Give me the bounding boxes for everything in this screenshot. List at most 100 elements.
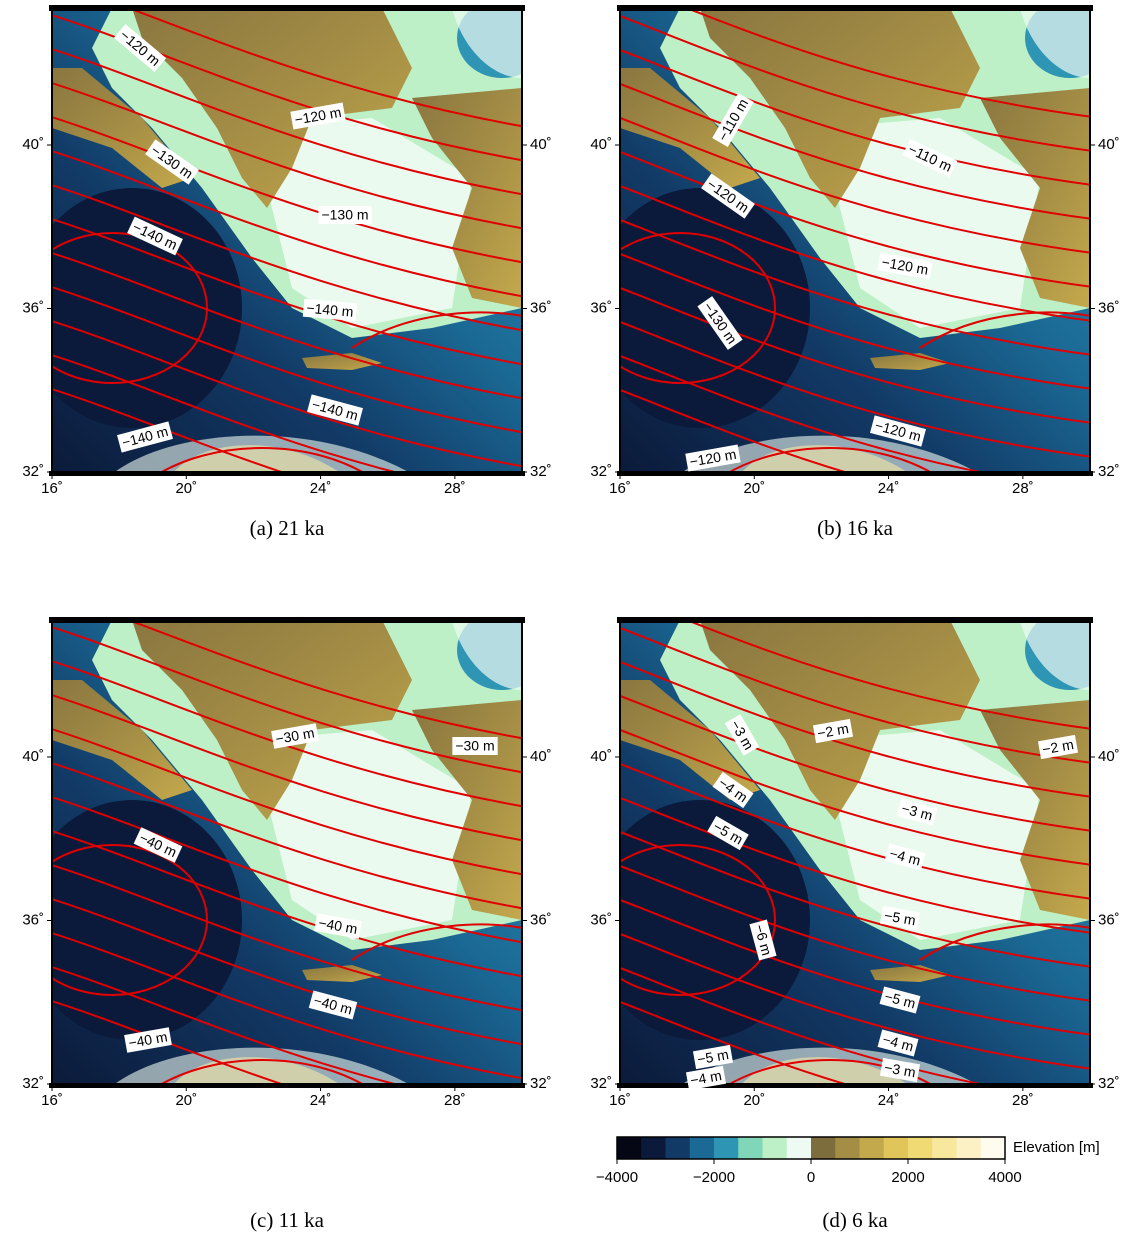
contour-line (52, 286, 522, 434)
contour-label-text: −30 m (455, 738, 494, 754)
contour-label: −5 m (692, 1044, 734, 1070)
lon-tick-label: 24˚ (310, 480, 332, 497)
contour-label-box (145, 139, 199, 185)
lon-tick-label: 20˚ (175, 1092, 197, 1109)
contour-label-box (749, 919, 777, 961)
contour-line (620, 728, 1090, 866)
lon-tick-label: 24˚ (310, 1092, 332, 1109)
contour-line (620, 626, 1090, 764)
contour-line (620, 932, 1090, 1070)
lat-tick-label: 36˚ (590, 911, 612, 928)
contour-label-box (701, 173, 755, 219)
lat-tick-label: 36˚ (22, 299, 44, 316)
contour-label-text: −3 m (883, 1059, 917, 1080)
contour-label-box (896, 798, 938, 826)
contour-label: −140 m (302, 298, 358, 322)
lat-tick-label: 40˚ (530, 136, 552, 153)
contour-line (620, 14, 1090, 152)
contour-label: −40 m (314, 913, 362, 939)
contour-line (724, 447, 936, 474)
map-frame-band (617, 617, 1093, 623)
contour-label: −40 m (124, 1027, 172, 1053)
contour-label: −30 m (271, 723, 319, 749)
map (52, 8, 522, 474)
contour-line (52, 388, 291, 474)
colorbar: −4000 −2000 0 2000 4000 Elevation [m] (596, 1136, 1100, 1186)
caption: (b) 16 ka (817, 516, 893, 540)
contour-line (52, 116, 522, 264)
contour-line (620, 116, 1090, 254)
lat-tick-label: 32˚ (530, 1075, 552, 1092)
contour-line (52, 694, 522, 842)
caption: (a) 21 ka (250, 516, 325, 540)
lat-tick-label: 36˚ (22, 911, 44, 928)
contour-label-text: −5 m (883, 907, 917, 928)
lat-tick-label: 32˚ (22, 1075, 44, 1092)
map-panel: −3 m −2 m−2 m−4 m−3 m−5 m−4 m−6 m−5 m−5 m… (590, 617, 1120, 1232)
contour-line (52, 932, 522, 1080)
colorbar-swatch (956, 1137, 982, 1159)
colorbar-tick-label: 2000 (891, 1169, 924, 1186)
lat-tick-label: 40˚ (530, 748, 552, 765)
contour-label-box (302, 298, 358, 322)
contour-line (620, 1000, 856, 1086)
colorbar-swatch (980, 1137, 1006, 1159)
lat-tick-label: 40˚ (1098, 748, 1120, 765)
lat-tick-label: 36˚ (530, 911, 552, 928)
contour-label-box (697, 296, 743, 350)
contour-line (683, 8, 1090, 118)
contour-line (351, 311, 522, 349)
contour-label-box (271, 723, 319, 749)
contour-label-text: −5 m (883, 988, 918, 1012)
contour-label-text: −4 m (881, 1031, 916, 1055)
colorbar-swatch (689, 1137, 715, 1159)
lon-tick-label: 20˚ (175, 480, 197, 497)
contour-line (620, 232, 776, 384)
colorbar-swatch (617, 1137, 642, 1159)
contour-label-text: −30 m (274, 724, 315, 747)
colorbar-swatch (835, 1137, 860, 1159)
map-frame-band (49, 471, 525, 476)
contour-label-text: −40 m (317, 914, 358, 937)
contour-label-text: −40 m (127, 1028, 168, 1051)
contour-line (52, 184, 522, 332)
map (620, 8, 1090, 474)
lon-tick-label: 16˚ (609, 480, 631, 497)
contour-line (620, 82, 1090, 220)
lat-tick-label: 36˚ (530, 299, 552, 316)
contour-label: −120 m (685, 444, 741, 472)
contour-label-box (879, 1057, 921, 1083)
lat-tick-label: 32˚ (1098, 1075, 1120, 1092)
contour-line (52, 320, 522, 468)
lat-tick-label: 36˚ (590, 299, 612, 316)
colorbar-swatch (641, 1137, 666, 1159)
lon-tick-label: 24˚ (878, 1092, 900, 1109)
contour-label-box (1037, 734, 1079, 760)
contour-label-box (902, 138, 958, 178)
contour-label-text: −2 m (1041, 736, 1075, 757)
contour-label-box (884, 843, 926, 871)
colorbar-swatch (738, 1137, 763, 1159)
colorbar-tick-label: −2000 (693, 1169, 735, 1186)
colorbar-swatch (932, 1137, 957, 1159)
contour-label: −30 m (452, 737, 498, 755)
contour-label: −4 m (685, 1065, 727, 1091)
contour-line (125, 620, 522, 740)
map-frame-band (617, 471, 1093, 476)
contour-label-box (685, 1065, 727, 1091)
contour-label-text: −140 m (306, 300, 354, 320)
map-panel: −30 m −30 m−40 m−40 m−40 m−40 m16˚ 20˚ 24˚ 2… (22, 617, 552, 1232)
colorbar-swatch (762, 1137, 788, 1159)
map-frame-band (617, 5, 1093, 11)
contour-label-box (307, 394, 363, 426)
lon-tick-label: 20˚ (743, 480, 765, 497)
contour-line (620, 864, 1090, 1002)
contour-label-box (870, 415, 926, 447)
lon-tick-label: 28˚ (1012, 480, 1034, 497)
colorbar-tick-label: −4000 (596, 1169, 638, 1186)
lat-tick-label: 32˚ (590, 1075, 612, 1092)
contour-label-box (124, 1027, 172, 1053)
contour-label-box (712, 771, 754, 809)
contour-label-text: −2 m (816, 720, 850, 741)
